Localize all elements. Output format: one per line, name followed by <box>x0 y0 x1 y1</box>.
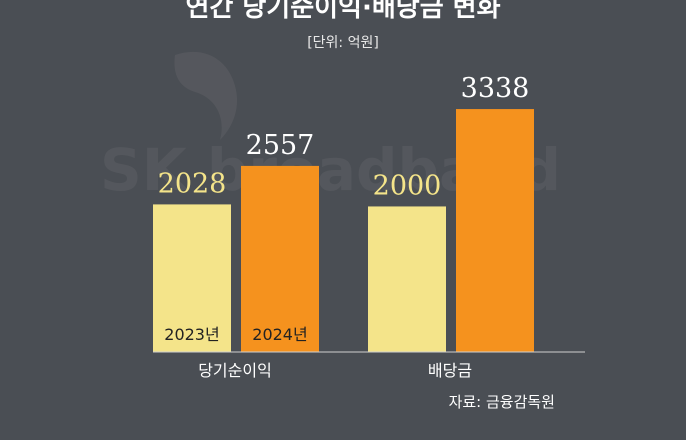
value-label-dividend-2024: 3338 <box>461 73 530 104</box>
bar-dividend-2024 <box>456 109 534 352</box>
series-label-2023: 2023년 <box>164 325 219 344</box>
watermark-logo-icon <box>174 51 238 140</box>
bar-dividend-2023 <box>368 206 446 352</box>
category-label-net-income: 당기순이익 <box>198 361 272 380</box>
category-label-dividend: 배당금 <box>428 361 472 380</box>
value-label-dividend-2023: 2000 <box>373 170 442 201</box>
bar-net-income-2024 <box>241 165 319 352</box>
bars: 2028 2023년 2557 2024년 2000 3338 <box>153 73 534 352</box>
value-label-net-income-2024: 2557 <box>246 130 315 161</box>
value-label-net-income-2023: 2028 <box>158 168 227 199</box>
unit-label: [단위: 억원] <box>307 35 379 51</box>
bar-net-income-2023 <box>153 204 231 352</box>
series-label-2024: 2024년 <box>252 325 307 344</box>
chart-title: 연간 당기순이익·배당금 변화 <box>185 0 500 23</box>
source-label: 자료: 금융감독원 <box>449 393 555 411</box>
